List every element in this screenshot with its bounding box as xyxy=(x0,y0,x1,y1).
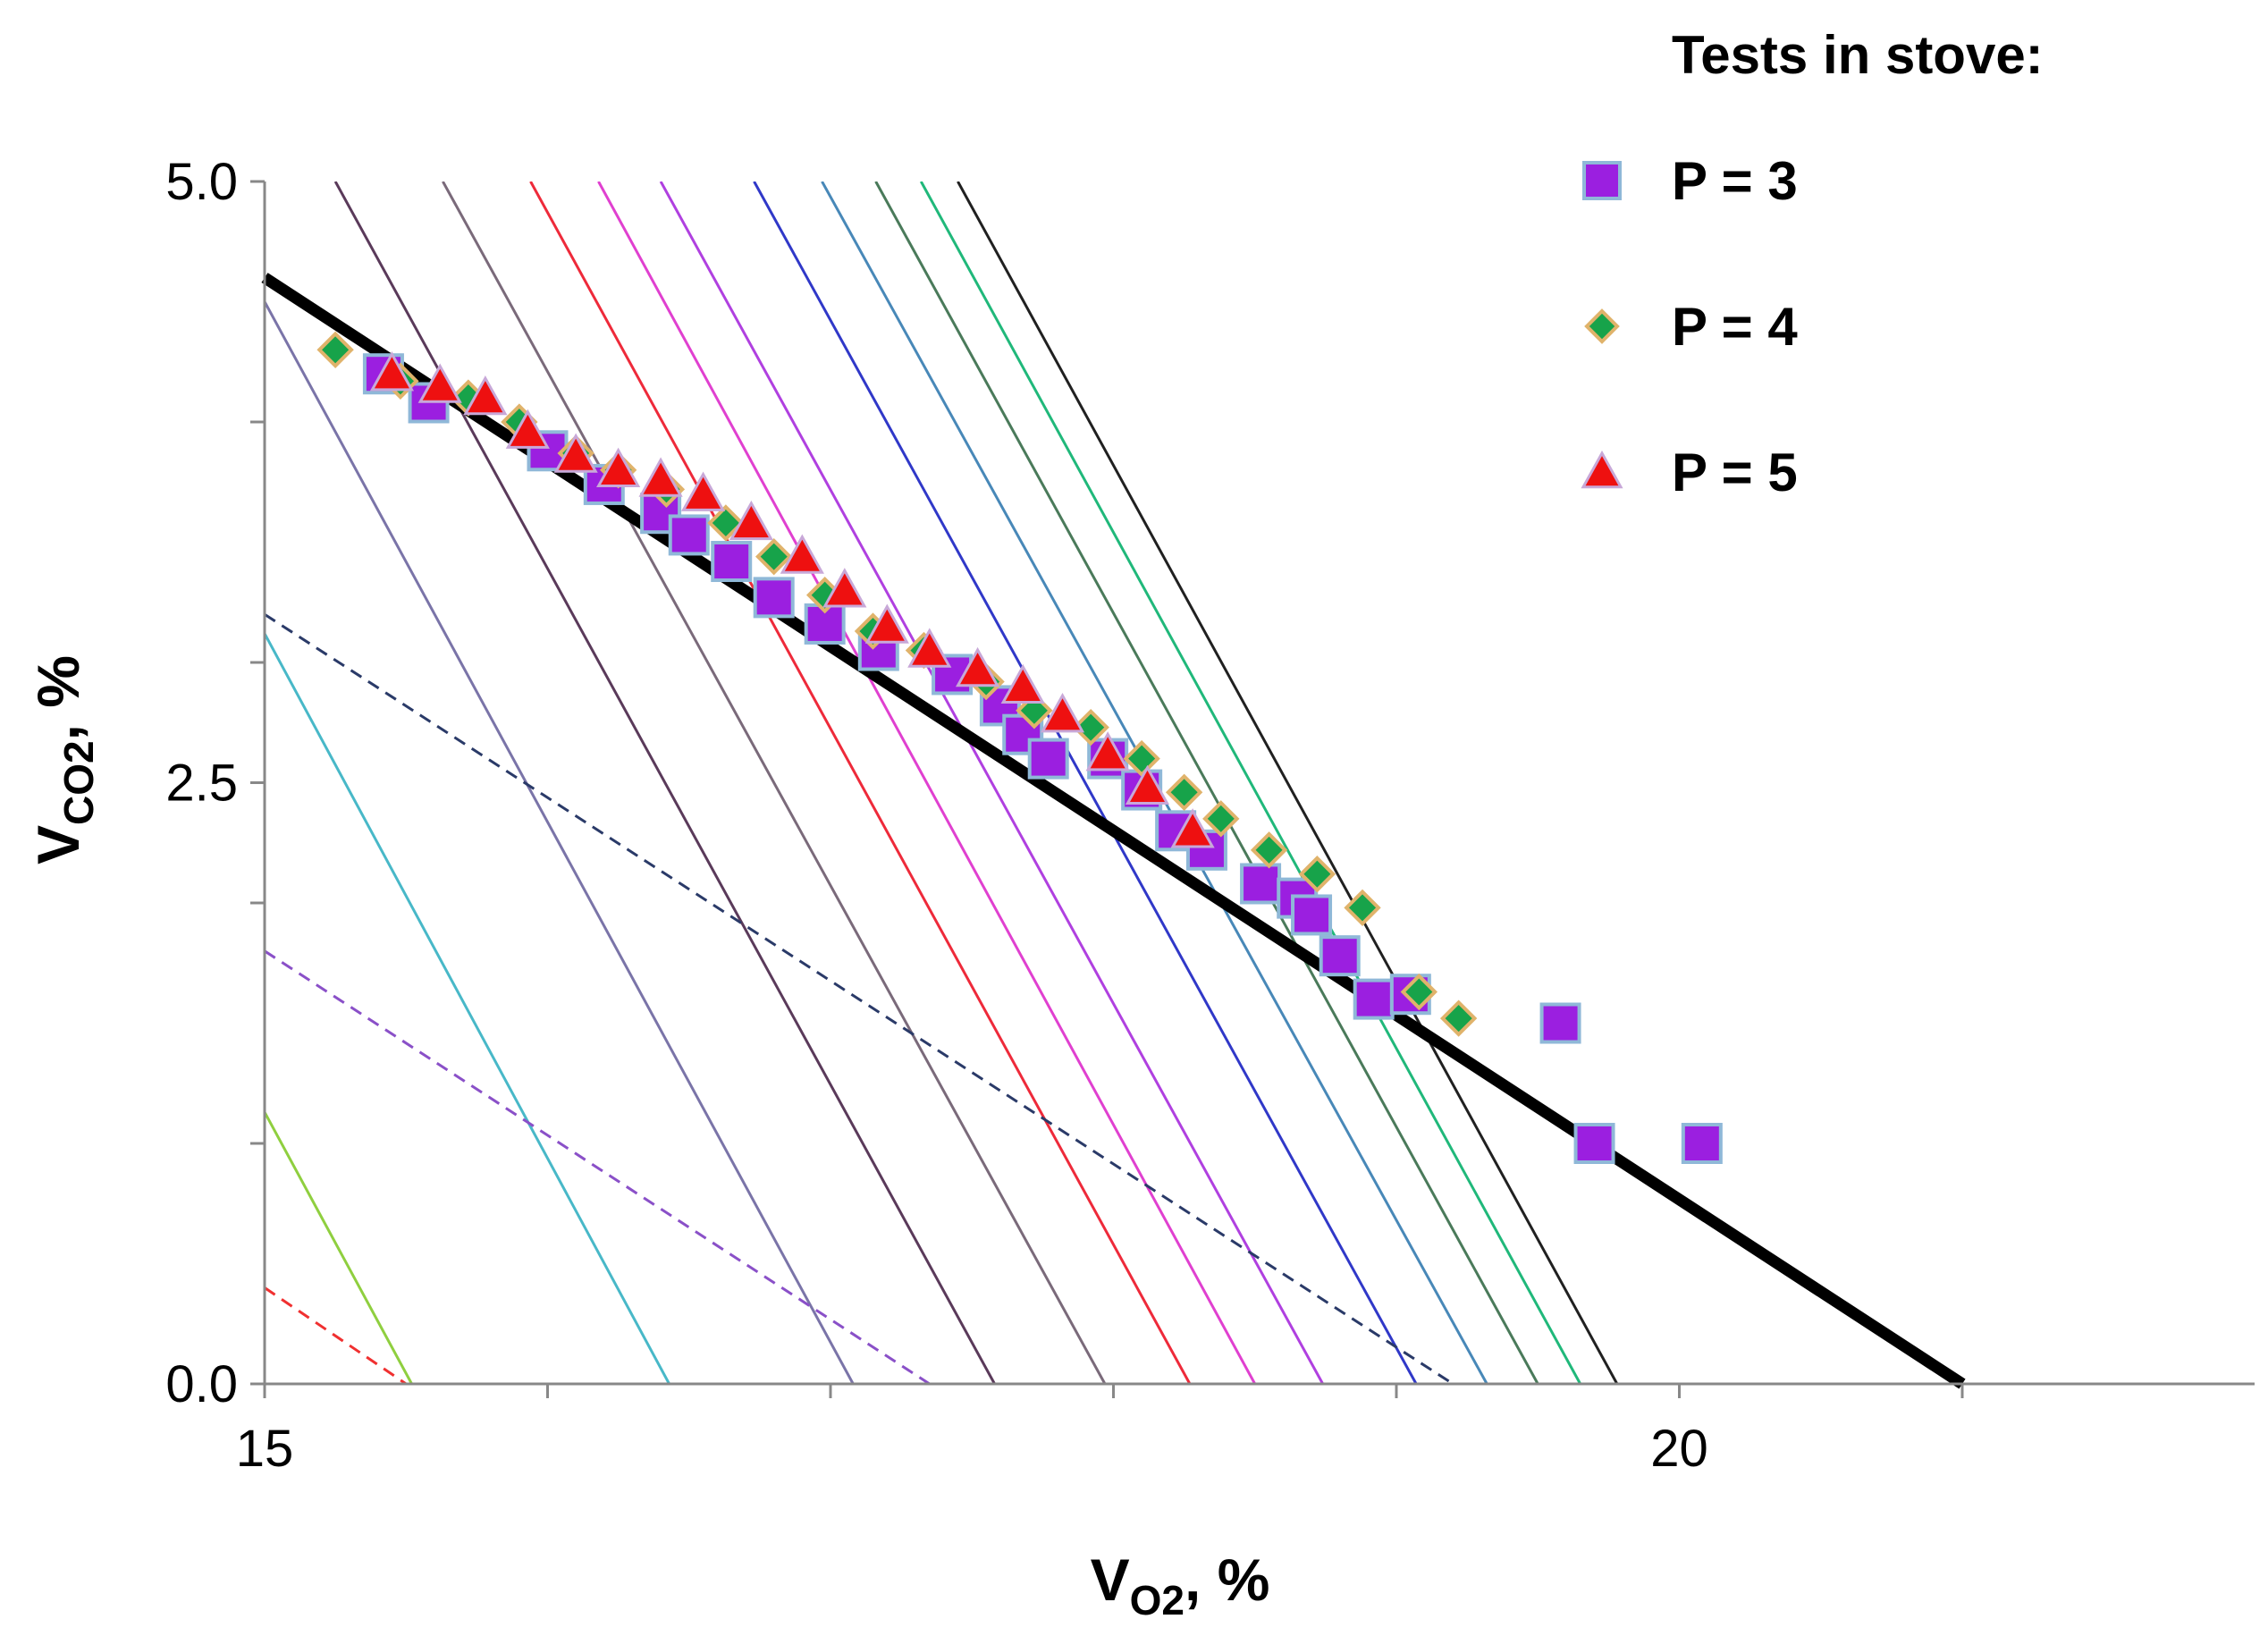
point-p-5-17 xyxy=(1085,731,1130,772)
point-p-4-9 xyxy=(755,537,793,576)
point-p-5-8 xyxy=(680,471,726,511)
point-p-4-17 xyxy=(1165,773,1203,811)
point-p-4-23 xyxy=(1439,999,1478,1037)
reference-line-6 xyxy=(529,181,1192,1385)
legend-title: Tests in stove: xyxy=(1672,25,2044,85)
reference-line-14 xyxy=(265,1286,408,1386)
y-tick-label: 5.0 xyxy=(165,153,238,211)
point-p-4-20 xyxy=(1298,856,1336,893)
axis-labels: VO2, % VCO2, % xyxy=(25,655,1269,1623)
point-p-3-19 xyxy=(1240,863,1282,905)
point-p-3-26 xyxy=(1573,1123,1615,1164)
point-p-5-11 xyxy=(822,568,867,608)
axes: 0.0 2.5 5.0 15 20 xyxy=(165,153,2255,1478)
point-p-5-5 xyxy=(553,433,598,473)
point-p-3-22 xyxy=(1319,935,1361,977)
point-p-4-21 xyxy=(1344,889,1381,927)
legend-marker-3 xyxy=(1581,450,1623,489)
point-p-5-13 xyxy=(907,628,952,668)
point-p-5-1 xyxy=(369,351,415,392)
point-p-5-12 xyxy=(864,603,909,644)
point-p-5-3 xyxy=(463,375,508,416)
legend-marker-2 xyxy=(1584,308,1620,344)
point-p-3-21 xyxy=(1291,894,1333,936)
point-p-3-14 xyxy=(1027,738,1069,780)
point-p-3-25 xyxy=(1539,1002,1581,1044)
y-tick-label: 0.0 xyxy=(165,1355,238,1413)
point-p-5-19 xyxy=(1170,808,1215,848)
point-p-5-7 xyxy=(638,457,683,497)
reference-line-2 xyxy=(265,633,670,1385)
legend-marker-1 xyxy=(1582,161,1622,200)
point-p-3-7 xyxy=(711,541,753,583)
reference-line-12 xyxy=(919,181,1582,1385)
point-p-5-6 xyxy=(596,447,641,487)
y-axis-title: VCO2, % xyxy=(25,655,102,864)
point-p-5-14 xyxy=(955,646,1000,687)
point-p-4-18 xyxy=(1202,800,1240,838)
point-p-4-22 xyxy=(1400,973,1438,1011)
reference-lines xyxy=(265,181,1619,1386)
point-p-5-2 xyxy=(417,363,462,403)
point-p-5-4 xyxy=(505,409,550,449)
data-points xyxy=(316,331,1723,1164)
legend: Tests in stove: P = 3 P = 4 P = 5 xyxy=(1581,25,2044,502)
x-tick-label: 20 xyxy=(1650,1420,1708,1478)
reference-line-3 xyxy=(265,300,855,1385)
x-tick-label: 15 xyxy=(236,1420,294,1478)
reference-line-11 xyxy=(874,181,1539,1385)
point-p-4-15 xyxy=(1072,708,1109,746)
reference-line-5 xyxy=(442,181,1107,1385)
point-p-3-6 xyxy=(668,514,710,556)
point-p-4-8 xyxy=(707,504,745,542)
point-p-3-23 xyxy=(1353,978,1395,1020)
legend-label-3: P = 5 xyxy=(1672,443,1798,502)
reference-line-8 xyxy=(659,181,1325,1385)
point-p-5-10 xyxy=(780,534,824,574)
x-axis-title: VO2, % xyxy=(1091,1547,1270,1623)
legend-label-2: P = 4 xyxy=(1672,297,1798,357)
reference-line-9 xyxy=(753,181,1418,1385)
reference-line-4 xyxy=(333,181,996,1385)
y-tick-label: 2.5 xyxy=(165,755,238,813)
point-p-4-1 xyxy=(316,331,354,368)
point-p-5-18 xyxy=(1125,764,1170,805)
reference-line-13 xyxy=(957,181,1619,1385)
legend-label-1: P = 3 xyxy=(1672,151,1798,211)
reference-line-1 xyxy=(265,1111,413,1385)
point-p-5-9 xyxy=(729,500,773,541)
reference-line-15 xyxy=(265,949,931,1386)
point-p-4-16 xyxy=(1123,739,1160,778)
point-p-4-19 xyxy=(1250,831,1288,869)
point-p-5-15 xyxy=(1000,663,1045,704)
point-p-3-27 xyxy=(1681,1123,1723,1164)
point-p-5-16 xyxy=(1040,693,1085,733)
point-p-3-8 xyxy=(753,577,795,619)
reference-line-16 xyxy=(265,612,1454,1386)
